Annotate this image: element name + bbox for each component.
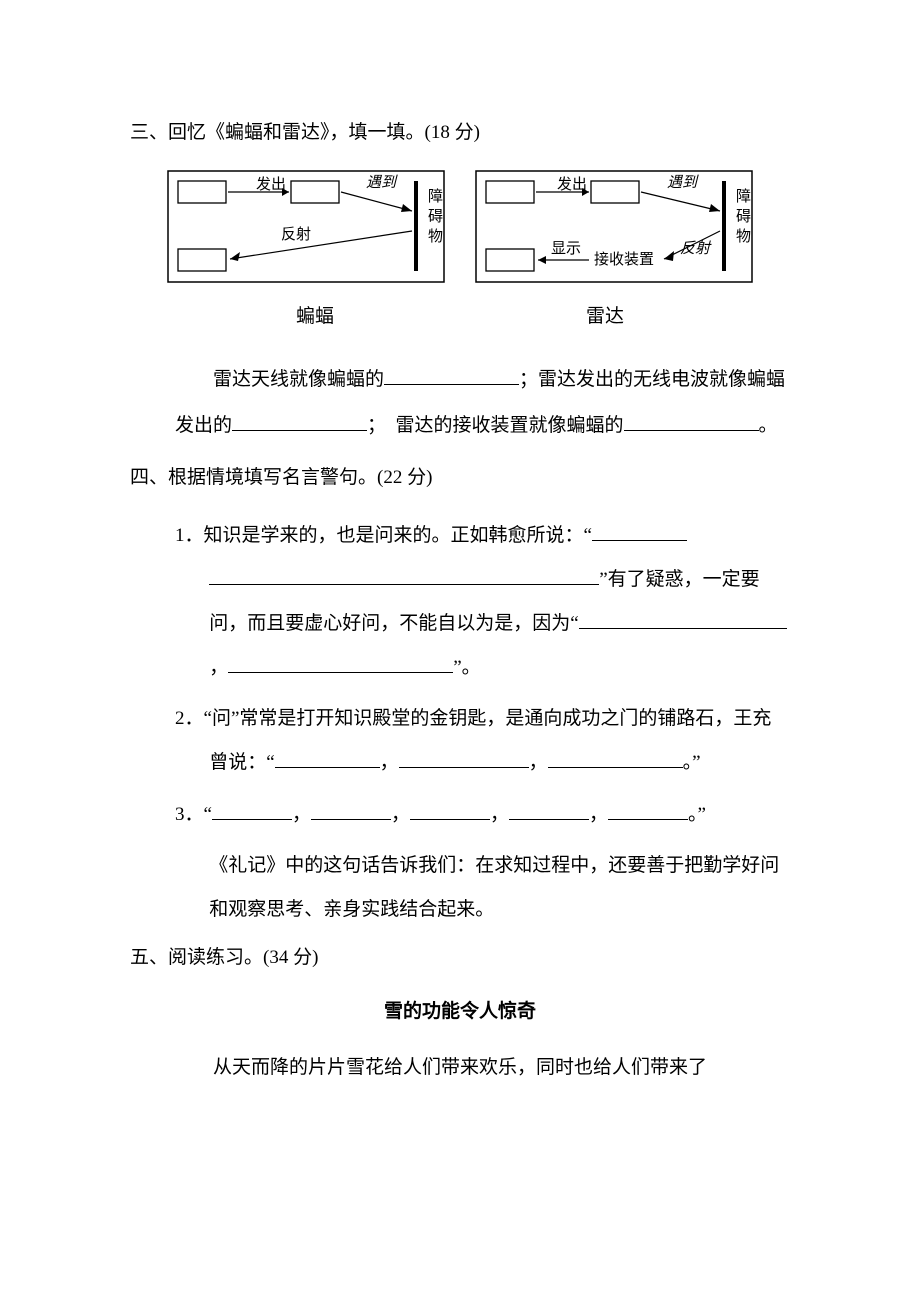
q4-1: 1．知识是学来的，也是问来的。正如韩愈所说：“ ”有了疑惑，一定要问，而且要虚心…	[175, 514, 790, 689]
blank-q3-2[interactable]	[311, 801, 391, 820]
q4-3-c1: ，	[292, 804, 311, 825]
section-3-body: 雷达天线就像蝙蝠的；雷达发出的无线电波就像蝙蝠发出的； 雷达的接收装置就像蝙蝠的…	[175, 357, 790, 448]
q4-3-c3: ，	[490, 804, 509, 825]
meet-label: 遇到	[366, 174, 398, 191]
q4-2-num: 2．	[175, 708, 204, 729]
reading-title: 雪的功能令人惊奇	[130, 994, 790, 1030]
radar-diagram: 发出 遇到 障 碍 物 反射 接收装置 显示	[474, 169, 754, 284]
q4-2-c2: ，	[529, 752, 548, 773]
diagram-captions: 蝙蝠 雷达	[130, 299, 790, 335]
emit-label: 发出	[256, 176, 286, 193]
q4-3-line2: 《礼记》中的这句话告诉我们：在求知过程中，还要善于把勤学好问和观察思考、亲身实践…	[175, 844, 790, 931]
obstacle-char-4: 障	[736, 187, 751, 205]
q4-1-num: 1．	[175, 525, 204, 546]
section-5-header: 五、阅读练习。(34 分)	[130, 940, 790, 976]
reflect-label: 反射	[281, 226, 311, 243]
blank-q1-4[interactable]	[228, 654, 453, 673]
bat-diagram: 发出 遇到 障 碍 物 反射	[166, 169, 446, 284]
q4-1-t1: 知识是学来的，也是问来的。正如韩愈所说：“	[204, 525, 592, 546]
obstacle-char-1: 障	[428, 187, 443, 205]
q4-2-end: 。”	[683, 752, 701, 773]
blank-s3-1[interactable]	[384, 366, 519, 385]
section-3-header: 三、回忆《蝙蝠和雷达》，填一填。(18 分)	[130, 115, 790, 151]
display-label: 显示	[551, 241, 581, 257]
q4-1-comma: ，	[209, 657, 228, 678]
diagram-container: 发出 遇到 障 碍 物 反射 发出 遇到	[130, 169, 790, 284]
blank-s3-2[interactable]	[232, 412, 367, 431]
blank-q1-1[interactable]	[592, 522, 687, 541]
blank-q2-3[interactable]	[548, 749, 683, 768]
blank-q3-3[interactable]	[410, 801, 490, 820]
obstacle-char-3: 物	[428, 228, 443, 245]
obstacle-char-5: 碍	[736, 209, 751, 225]
bat-caption: 蝙蝠	[296, 299, 334, 335]
blank-q3-4[interactable]	[509, 801, 589, 820]
s3-text-3: ； 雷达的接收装置就像蝙蝠的	[367, 415, 624, 436]
q4-1-end: ”。	[453, 657, 480, 678]
q4-3: 3．“ ， ， ， ， 。”	[175, 793, 790, 837]
reading-para-1: 从天而降的片片雪花给人们带来欢乐，同时也给人们带来了	[175, 1048, 790, 1088]
q4-3-period: 。”	[688, 804, 706, 825]
device-label: 接收装置	[594, 251, 654, 268]
s3-text-4: 。	[759, 415, 778, 436]
q4-3-c4: ，	[589, 804, 608, 825]
meet-label-2: 遇到	[667, 174, 699, 191]
blank-q3-5[interactable]	[608, 801, 688, 820]
blank-q1-3[interactable]	[579, 610, 787, 629]
obstacle-char-6: 物	[736, 228, 751, 245]
q4-2: 2．“问”常常是打开知识殿堂的金钥匙，是通向成功之门的铺路石，王充曾说：“，，。…	[175, 697, 790, 784]
obstacle-char-2: 碍	[428, 209, 443, 225]
q4-3-open: “	[204, 804, 212, 825]
s3-text-1: 雷达天线就像蝙蝠的	[213, 369, 384, 390]
section-4-header: 四、根据情境填写名言警句。(22 分)	[130, 460, 790, 496]
q4-3-num: 3．	[175, 804, 204, 825]
blank-q2-2[interactable]	[399, 749, 529, 768]
blank-s3-3[interactable]	[624, 412, 759, 431]
q4-3-c2: ，	[391, 804, 410, 825]
blank-q1-2[interactable]	[209, 566, 599, 585]
radar-caption: 雷达	[586, 299, 624, 335]
q4-2-c1: ，	[380, 752, 399, 773]
blank-q2-1[interactable]	[275, 749, 380, 768]
blank-q3-1[interactable]	[212, 801, 292, 820]
